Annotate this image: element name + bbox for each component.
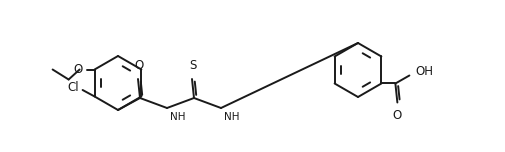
Text: Cl: Cl (67, 81, 78, 94)
Text: NH: NH (224, 112, 239, 122)
Text: NH: NH (170, 112, 185, 122)
Text: O: O (73, 63, 82, 76)
Text: OH: OH (415, 65, 432, 78)
Text: O: O (134, 59, 143, 72)
Text: S: S (189, 59, 196, 72)
Text: O: O (392, 109, 401, 123)
